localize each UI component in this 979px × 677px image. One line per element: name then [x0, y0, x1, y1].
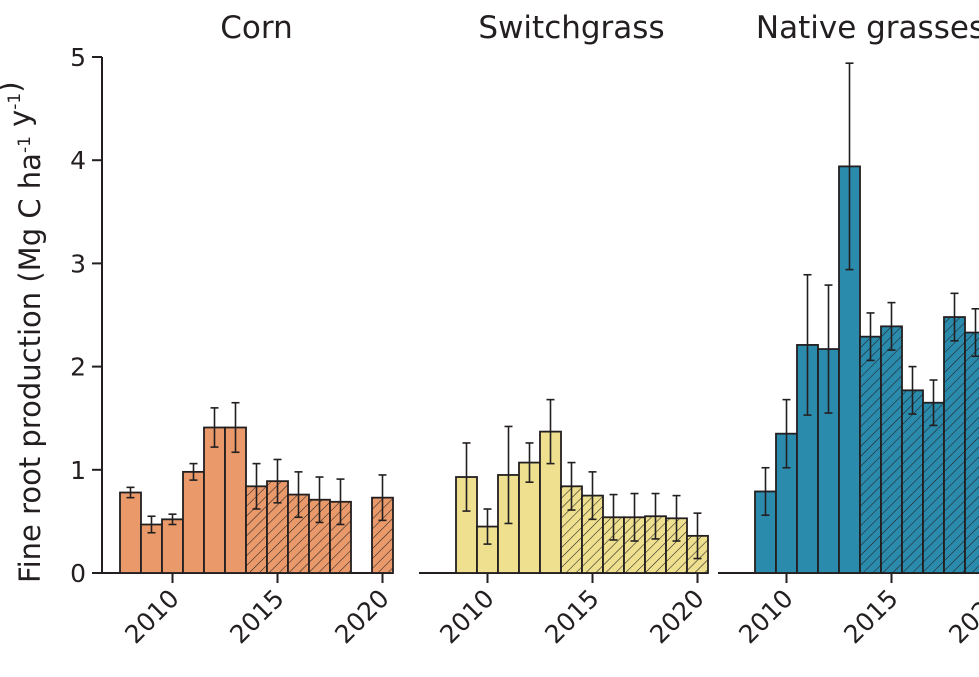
bar — [182, 470, 205, 574]
x-tick-label: 2020 — [644, 584, 709, 649]
bar — [880, 325, 903, 574]
panel-native-grasses: Native grasses 2010 2015 2020 — [718, 10, 979, 649]
y-tick-label: 0 — [70, 559, 86, 588]
bar — [119, 491, 142, 574]
y-tick-label: 3 — [70, 249, 86, 278]
panel-title: Corn — [220, 10, 292, 46]
x-tick-label: 2015 — [838, 584, 903, 649]
bar — [943, 316, 966, 574]
bar — [964, 331, 979, 574]
y-label-part: ) — [0, 81, 27, 92]
y-label-superscript: -1 — [15, 136, 35, 153]
bar — [922, 401, 945, 574]
panel-title: Native grasses — [756, 10, 979, 46]
bar — [161, 518, 184, 574]
panel-switchgrass: Switchgrass 2010 2015 2020 — [419, 10, 710, 649]
y-tick-label: 2 — [70, 353, 86, 382]
x-tick-label: 2020 — [943, 584, 979, 649]
bar — [203, 426, 226, 574]
x-tick-label: 2010 — [434, 584, 499, 649]
bar — [859, 335, 882, 574]
y-axis-label: Fine root production (Mg C ha-1 y-1) — [0, 81, 47, 583]
y-label-superscript: -1 — [5, 93, 25, 110]
x-tick-label: 2015 — [224, 584, 289, 649]
x-tick-label: 2010 — [733, 584, 798, 649]
y-label-part: y — [3, 110, 37, 136]
y-tick-label: 1 — [70, 456, 86, 485]
x-tick-label: 2015 — [539, 584, 604, 649]
panel-title: Switchgrass — [478, 10, 664, 46]
y-tick-label: 5 — [70, 43, 86, 72]
y-tick-label: 4 — [70, 146, 86, 175]
panel-corn: Corn 2010 2015 2020 — [102, 10, 395, 649]
y-label-part: Fine root production (Mg C ha — [13, 153, 47, 583]
x-tick-label: 2020 — [329, 584, 394, 649]
x-tick-label: 2010 — [119, 584, 184, 649]
bar — [901, 389, 924, 574]
